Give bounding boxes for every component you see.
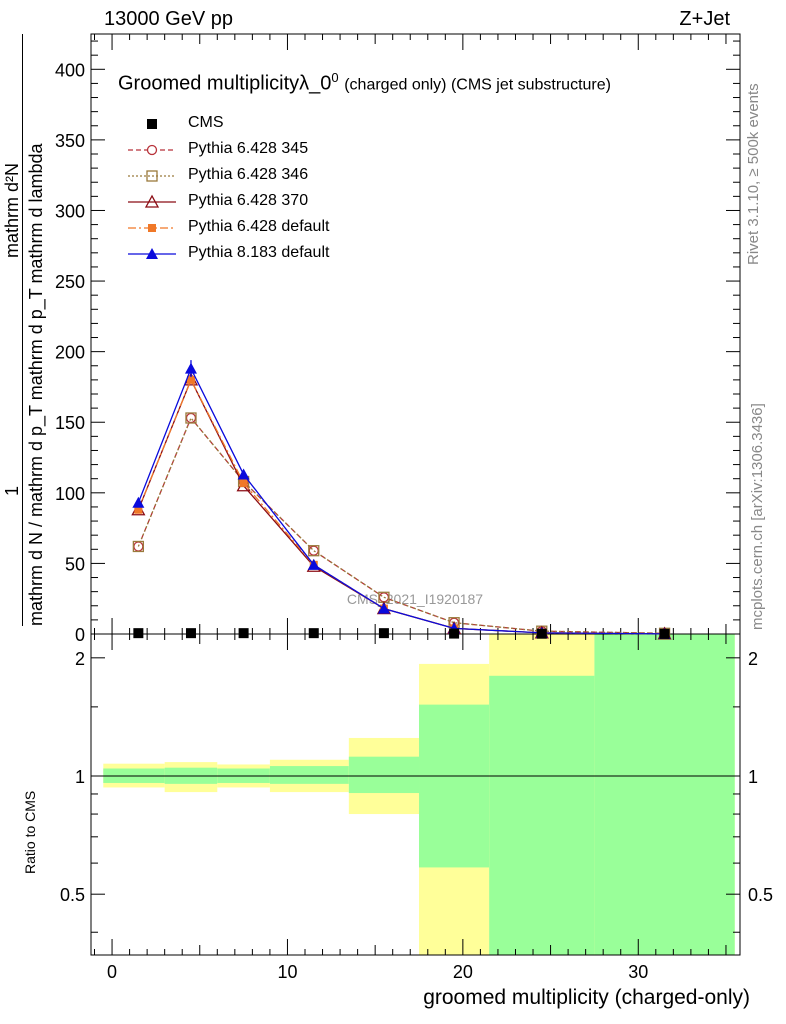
- series-point-1-1: [185, 412, 197, 424]
- y-tick-label: 250: [55, 272, 85, 292]
- ratio-band-green-7: [594, 634, 735, 955]
- series-point-4-3: [307, 558, 320, 570]
- ratio-band-green-4: [348, 756, 420, 794]
- y-tick-label: 200: [55, 343, 85, 363]
- ratio-tick-label: 0.5: [60, 885, 85, 905]
- y-tick-label: 300: [55, 201, 85, 221]
- y-tick-label: 100: [55, 484, 85, 504]
- series-point-3-0: [134, 505, 143, 514]
- legend-marker-1: [146, 144, 158, 156]
- series-point-1-0: [132, 540, 145, 553]
- y-tick-label: 50: [65, 554, 85, 574]
- legend-entry-5: Pythia 8.183 default: [188, 244, 330, 261]
- series-line-1: [137, 416, 665, 634]
- process-label: Z+Jet: [679, 8, 730, 30]
- cms-point-5: [449, 628, 460, 639]
- legend-marker-5: [146, 248, 158, 259]
- y-tick-label: 400: [55, 60, 85, 80]
- ratio-frame: [90, 633, 741, 956]
- ratio-tick-label: 2: [75, 649, 85, 669]
- cms-point-6: [536, 628, 547, 639]
- series-point-1-3: [308, 545, 320, 557]
- cms-point-2: [238, 628, 249, 639]
- legend-entry-0: CMS: [188, 114, 224, 131]
- y-tick-label: 0: [75, 625, 85, 645]
- ratio-tick-label-right: 0.5: [748, 885, 773, 905]
- energy-label: 13000 GeV pp: [104, 8, 233, 30]
- title-suffix: (charged only) (CMS jet substructure): [344, 76, 611, 94]
- ratio-bands: [103, 634, 735, 955]
- legend-marker-2: [146, 170, 158, 182]
- cms-point-0: [133, 628, 144, 639]
- legend-marker-0: [147, 119, 157, 129]
- ratio-tick-label-right: 1: [748, 767, 758, 787]
- y-axis-fraction-bar: [22, 34, 23, 626]
- legend-entry-1: Pythia 6.428 345: [188, 140, 309, 157]
- main-frame: [90, 33, 741, 635]
- cms-points: [133, 628, 670, 639]
- legend-entry-4: Pythia 6.428 default: [188, 218, 330, 235]
- legend-entry-3: Pythia 6.428 370: [188, 192, 309, 209]
- y-tick-label: 150: [55, 413, 85, 433]
- x-tick-label: 30: [628, 962, 648, 982]
- series-point-4-4: [377, 602, 390, 614]
- ratio-tick-label: 1: [75, 767, 85, 787]
- series-point-4-0: [132, 496, 145, 508]
- x-tick-label: 0: [107, 962, 117, 982]
- cms-point-3: [308, 628, 319, 639]
- series-point-0-3: [308, 545, 319, 556]
- ratio-band-green-6: [489, 675, 595, 955]
- x-tick-label: 20: [453, 962, 473, 982]
- cms-point-7: [659, 628, 670, 639]
- series-point-4-2: [237, 468, 250, 480]
- series-point-3-1: [186, 375, 195, 384]
- ratio-tick-label-right: 2: [748, 649, 758, 669]
- ratio-band-green-3: [269, 766, 349, 784]
- cms-point-4: [378, 628, 389, 639]
- title-superscript: 0: [331, 70, 339, 85]
- series-point-0-1: [185, 412, 197, 424]
- x-axis-label: groomed multiplicity (charged-only): [423, 986, 750, 1009]
- series-point-3-2: [239, 478, 248, 487]
- chart-title: Groomed multiplicityλ_00 (charged only) …: [118, 70, 611, 95]
- x-tick-label: 10: [277, 962, 297, 982]
- legend-marker-4: [148, 224, 156, 232]
- cms-point-1: [185, 628, 196, 639]
- legend-marker-3: [144, 194, 160, 208]
- series-line-4: [137, 366, 665, 635]
- ratio-band-green-5: [419, 704, 490, 868]
- legend-entry-2: Pythia 6.428 346: [188, 166, 309, 183]
- y-tick-label: 350: [55, 131, 85, 151]
